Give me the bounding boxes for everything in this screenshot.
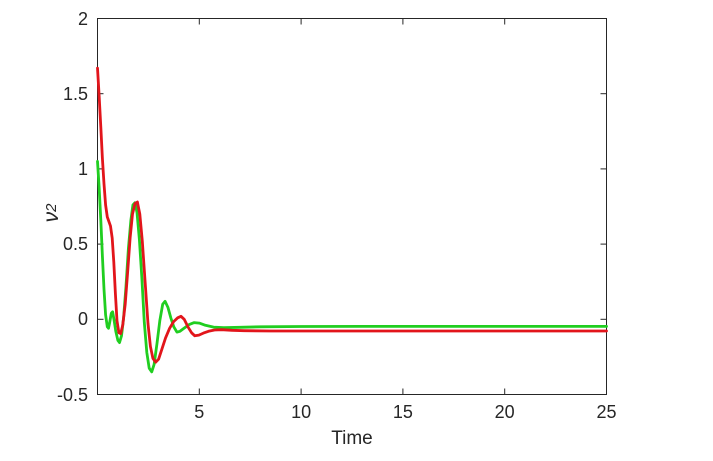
y-tick-label: 0 xyxy=(77,309,88,330)
x-tick-label: 5 xyxy=(194,402,205,422)
x-tick-label: 15 xyxy=(392,402,413,422)
x-tick-label: 20 xyxy=(494,402,515,422)
y-tick-label: 1.5 xyxy=(62,83,88,104)
plot-box xyxy=(97,18,607,395)
y-axis-label-symbol: ν xyxy=(40,211,63,223)
series-red-line xyxy=(96,66,608,364)
y-tick-label: -0.5 xyxy=(56,384,88,405)
series-green-line xyxy=(96,160,608,374)
x-tick-label: 10 xyxy=(291,402,312,422)
x-tick-label: 25 xyxy=(596,402,617,422)
y-tick-label: 0.5 xyxy=(62,234,88,255)
y-tick-label: 1 xyxy=(77,158,88,179)
x-axis-label: Time xyxy=(331,428,373,449)
y-tick-label: 2 xyxy=(77,8,88,29)
